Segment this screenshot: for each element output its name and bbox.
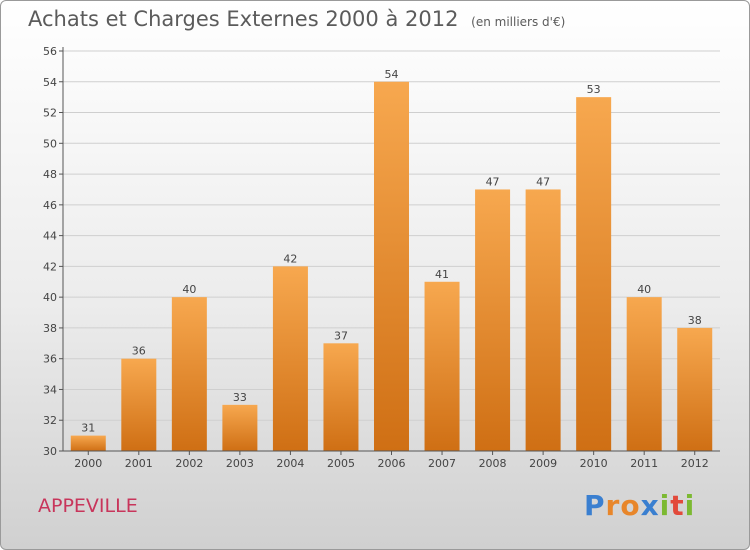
x-tick-label: 2003 bbox=[226, 457, 254, 470]
data-label: 47 bbox=[486, 175, 500, 188]
logo-letter: r bbox=[605, 489, 621, 522]
x-tick-label: 2002 bbox=[175, 457, 203, 470]
bar bbox=[677, 327, 713, 451]
bar bbox=[576, 97, 612, 452]
x-tick-label: 2008 bbox=[479, 457, 507, 470]
data-label: 42 bbox=[283, 252, 297, 265]
data-label: 31 bbox=[81, 422, 95, 435]
data-label: 36 bbox=[132, 345, 146, 358]
y-tick-label: 44 bbox=[43, 230, 57, 243]
logo-letter: t bbox=[670, 489, 685, 522]
bar bbox=[626, 297, 662, 451]
y-tick-label: 48 bbox=[43, 168, 57, 181]
data-label: 47 bbox=[536, 175, 550, 188]
x-tick-label: 2004 bbox=[276, 457, 304, 470]
data-label: 40 bbox=[182, 283, 196, 296]
bar bbox=[272, 266, 308, 451]
town-name: APPEVILLE bbox=[38, 495, 138, 517]
data-label: 40 bbox=[637, 283, 651, 296]
bar bbox=[525, 189, 561, 451]
unit-label: (en milliers d'€) bbox=[471, 15, 566, 29]
y-tick-label: 36 bbox=[43, 353, 57, 366]
y-tick-label: 50 bbox=[43, 137, 57, 150]
logo-letter: P bbox=[584, 489, 606, 522]
y-tick-label: 38 bbox=[43, 322, 57, 335]
bar bbox=[70, 435, 106, 451]
bar bbox=[323, 343, 359, 451]
y-tick-label: 34 bbox=[43, 383, 57, 396]
logo-letter: i bbox=[684, 489, 696, 522]
x-tick-label: 2001 bbox=[125, 457, 153, 470]
y-tick-label: 42 bbox=[43, 260, 57, 273]
x-tick-label: 2005 bbox=[327, 457, 355, 470]
x-tick-label: 2000 bbox=[74, 457, 102, 470]
x-tick-label: 2010 bbox=[580, 457, 608, 470]
x-tick-label: 2007 bbox=[428, 457, 456, 470]
x-tick-label: 2009 bbox=[529, 457, 557, 470]
data-label: 38 bbox=[688, 314, 702, 327]
y-tick-label: 52 bbox=[43, 107, 57, 120]
y-tick-label: 54 bbox=[43, 76, 57, 89]
bar bbox=[222, 404, 258, 451]
data-label: 54 bbox=[385, 68, 399, 81]
label-layer: 30 32 34 36 38 40 42 44 46 48 50 52 54 56 31 2000 36 2001… bbox=[43, 45, 709, 470]
logo-letter: i bbox=[659, 489, 671, 522]
bar bbox=[475, 189, 511, 451]
x-tick-label: 2006 bbox=[378, 457, 406, 470]
x-tick-label: 2011 bbox=[630, 457, 658, 470]
logo-letter: x bbox=[640, 489, 660, 522]
chart-title: Achats et Charges Externes 2000 à 2012 (… bbox=[28, 7, 565, 31]
x-tick-label: 2012 bbox=[681, 457, 709, 470]
y-tick-label: 46 bbox=[43, 199, 57, 212]
title-text: Achats et Charges Externes 2000 à 2012 bbox=[28, 7, 459, 31]
bar bbox=[121, 358, 157, 451]
axis-layer bbox=[59, 47, 720, 455]
data-label: 41 bbox=[435, 268, 449, 281]
logo-letter: o bbox=[620, 489, 641, 522]
bar-layer bbox=[70, 81, 713, 452]
y-tick-label: 40 bbox=[43, 291, 57, 304]
data-label: 33 bbox=[233, 391, 247, 404]
data-label: 37 bbox=[334, 329, 348, 342]
y-tick-label: 32 bbox=[43, 414, 57, 427]
bar bbox=[374, 81, 409, 452]
proxiti-logo: Proxiti bbox=[584, 489, 695, 522]
y-tick-label: 56 bbox=[43, 45, 57, 58]
y-tick-label: 30 bbox=[43, 445, 57, 458]
bar bbox=[171, 297, 207, 451]
data-label: 53 bbox=[587, 83, 601, 96]
bar bbox=[424, 281, 460, 451]
